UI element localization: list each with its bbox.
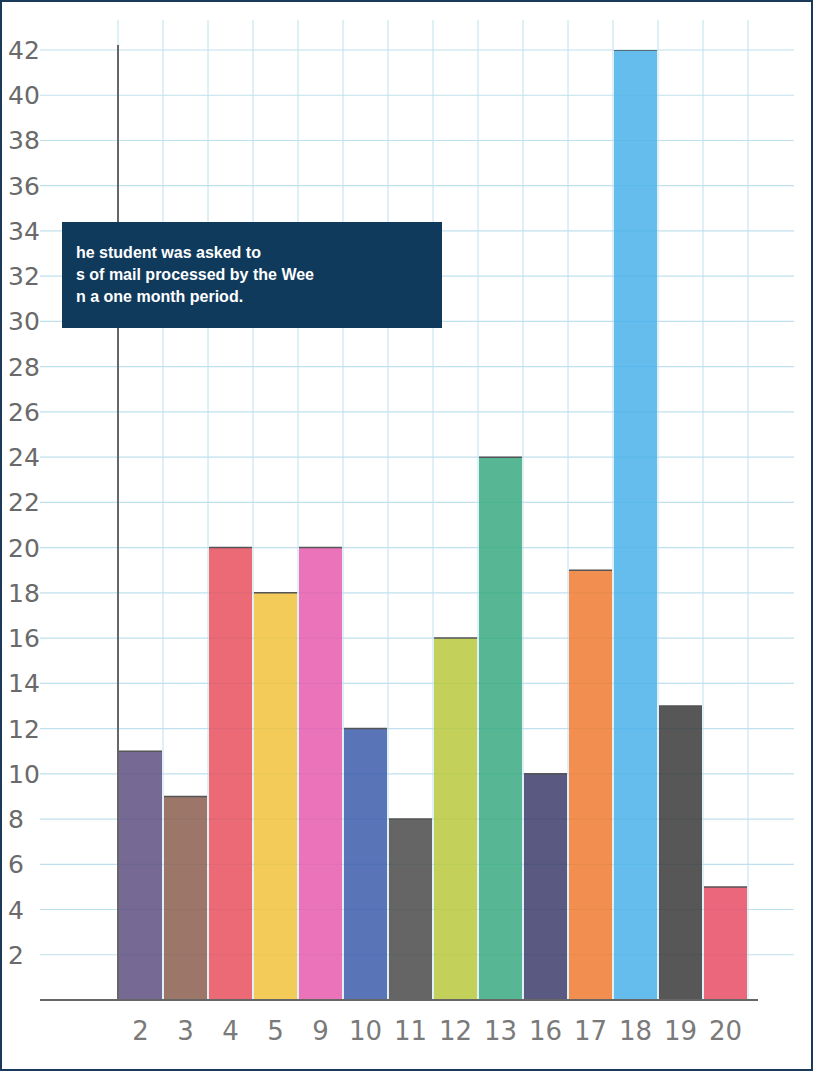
y-tick-label: 12 [8,715,40,744]
paper-line [163,20,164,1000]
y-tick-label: 2 [8,941,24,970]
grid-line [40,185,794,186]
y-tick-label: 4 [8,896,24,925]
bar-top [479,456,522,458]
y-tick-label: 16 [8,624,40,653]
paper-line [253,20,254,1000]
y-tick-label: 26 [8,398,40,427]
bar-top [119,750,162,752]
bar-top [344,728,387,730]
page-frame [1,1,812,1070]
y-tick-label: 34 [8,217,40,246]
bar [209,548,252,1000]
bar-top [209,547,252,549]
paper-line [478,20,479,1000]
bar-top [569,569,612,571]
annotation: n a one month period. [76,288,243,305]
bar [659,706,702,1000]
bar [164,796,207,1000]
bar-top [434,637,477,639]
x-tick-label: 9 [312,1016,329,1046]
y-tick-label: 38 [8,126,40,155]
y-tick-label: 28 [8,353,40,382]
x-tick-label: 3 [177,1016,194,1046]
grid-line [40,140,794,141]
annotation: s of mail processed by the Wee [76,266,314,283]
bar-top [704,886,747,888]
bar [434,638,477,1000]
y-tick-label: 14 [8,669,40,698]
paper-line [298,20,299,1000]
grid-line [40,49,794,50]
annotation-box [62,222,442,328]
grid-line [40,457,794,458]
bar-top [254,592,297,594]
y-tick-label: 8 [8,805,24,834]
y-tick-label: 20 [8,534,40,563]
grid-line [40,95,794,96]
bar [254,593,297,1000]
bar [569,570,612,1000]
y-tick-label: 32 [8,262,40,291]
paper-line [658,20,659,1000]
y-tick-label: 40 [8,81,40,110]
bar-top [614,50,657,51]
x-tick-label: 4 [222,1016,239,1046]
grid-line [40,502,794,503]
paper-line [118,20,119,1000]
chart: 2468101214161820222426283032343638404223… [0,0,814,1072]
bar [389,819,432,1000]
annotation: he student was asked to [76,244,261,261]
paper-line [208,20,209,1000]
paper-line [568,20,569,1000]
x-tick-label: 16 [529,1016,562,1046]
paper-line [433,20,434,1000]
grid-line [40,592,794,593]
x-tick-label: 17 [574,1016,607,1046]
bar [299,548,342,1000]
x-tick-label: 10 [349,1016,382,1046]
paper-line [523,20,524,1000]
grid-line [40,366,794,367]
x-tick-label: 11 [394,1016,427,1046]
y-tick-label: 18 [8,579,40,608]
grid-line [40,411,794,412]
y-tick-label: 24 [8,443,40,472]
paper-line [703,20,704,1000]
x-tick-label: 2 [132,1016,149,1046]
bar [479,457,522,1000]
bar [614,50,657,1000]
paper-line [388,20,389,1000]
paper-line [613,20,614,1000]
grid-line [40,683,794,684]
bar [704,887,747,1000]
bar-top [164,796,207,798]
bar [119,751,162,1000]
y-tick-label: 22 [8,488,40,517]
x-tick-label: 18 [619,1016,652,1046]
y-axis [117,45,119,1000]
bar-top [299,547,342,549]
y-tick-label: 6 [8,850,24,879]
bar [524,774,567,1000]
x-tick-label: 5 [267,1016,284,1046]
x-tick-label: 12 [439,1016,472,1046]
grid-line [40,637,794,638]
y-tick-label: 10 [8,760,40,789]
x-tick-label: 19 [664,1016,697,1046]
grid-line [40,547,794,548]
bar-top [389,818,432,820]
paper-line [343,20,344,1000]
y-tick-label: 36 [8,172,40,201]
y-tick-label: 30 [8,307,40,336]
x-tick-label: 13 [484,1016,517,1046]
bars [119,50,747,1000]
x-tick-label: 20 [709,1016,742,1046]
bar [344,729,387,1000]
y-tick-label: 42 [8,36,40,65]
x-axis [40,999,758,1001]
paper-line [748,20,749,1000]
bar-top [659,705,702,707]
bar-top [524,773,567,775]
